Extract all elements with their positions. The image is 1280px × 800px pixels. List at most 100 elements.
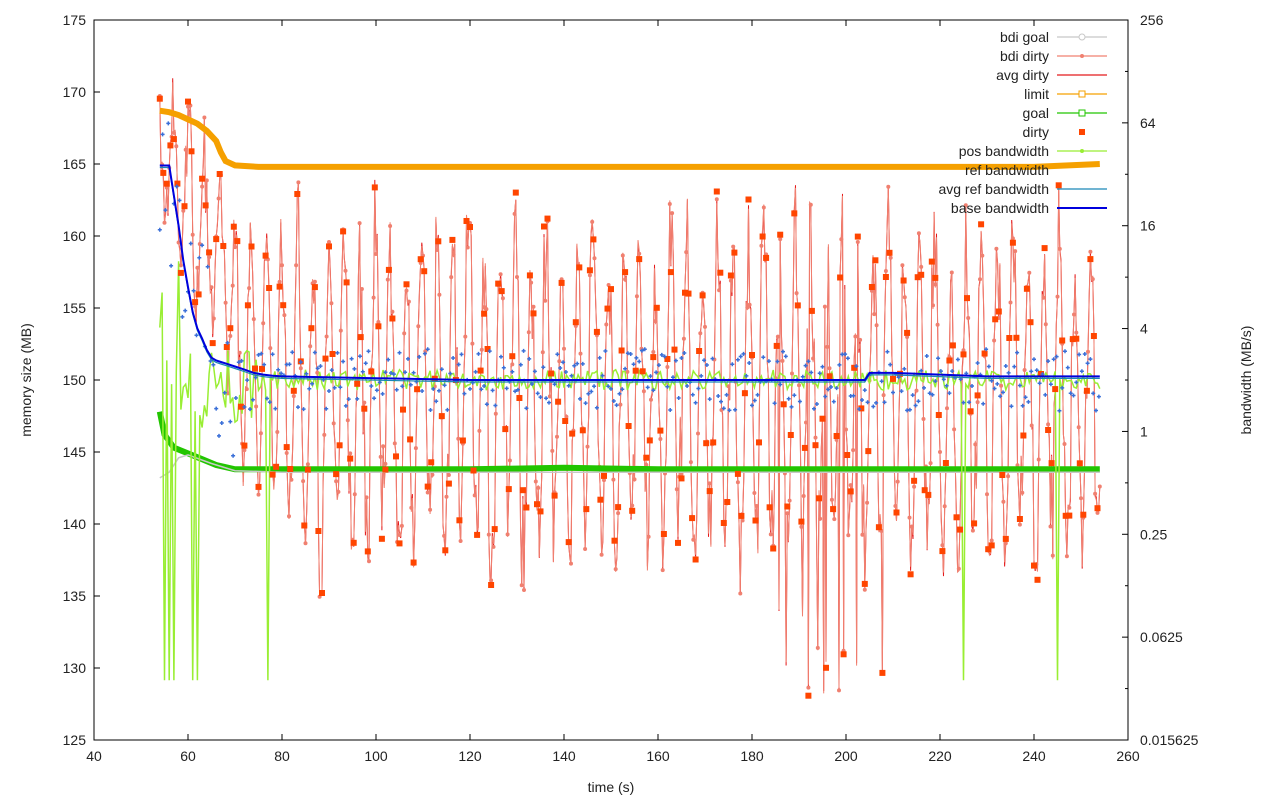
ref-bandwidth-point: [563, 370, 568, 374]
ref-bandwidth-point: [930, 392, 935, 397]
dirty-point: [865, 448, 872, 455]
bdi-dirty-point: [1062, 442, 1067, 446]
ref-bandwidth-point: [1006, 370, 1011, 375]
dirty-point: [230, 223, 237, 230]
dirty-point: [555, 398, 562, 405]
ref-bandwidth-point: [592, 384, 597, 389]
ref-bandwidth-point: [338, 385, 343, 390]
ref-bandwidth-point: [188, 241, 193, 246]
dirty-point: [741, 390, 748, 397]
dirty-point: [794, 302, 801, 309]
ref-bandwidth-point: [733, 407, 738, 412]
ref-bandwidth-point: [343, 403, 348, 408]
bdi-dirty-point: [486, 532, 491, 537]
ref-bandwidth-point: [992, 386, 997, 391]
ref-bandwidth-point: [386, 357, 391, 362]
dirty-point: [181, 203, 188, 210]
ref-bandwidth-point: [296, 405, 300, 410]
dirty-point: [660, 531, 667, 537]
dirty-point: [787, 432, 794, 438]
bdi-dirty-point: [907, 515, 912, 520]
bdi-dirty-point: [470, 341, 475, 346]
bdi-dirty-point: [409, 505, 414, 510]
ref-bandwidth-point: [642, 347, 647, 352]
dirty-point: [1013, 334, 1020, 341]
bdi-dirty-point: [209, 285, 214, 290]
ref-bandwidth-point: [665, 384, 670, 389]
bdi-dirty-point: [1074, 330, 1079, 335]
dirty-point: [1083, 387, 1090, 394]
ref-bandwidth-point: [169, 263, 174, 268]
bdi-dirty-point: [970, 528, 975, 533]
y-axis-label: memory size (MB): [18, 323, 34, 437]
bdi-dirty-point: [1022, 368, 1027, 372]
ref-bandwidth-point: [716, 394, 721, 398]
dirty-point: [467, 224, 473, 230]
dirty-point: [784, 503, 791, 510]
dirty-point: [780, 401, 787, 408]
ref-bandwidth-point: [750, 403, 754, 408]
bdi-dirty-point: [385, 277, 390, 282]
bdi-dirty-point: [985, 492, 989, 497]
legend-label: pos bandwidth: [959, 143, 1049, 159]
ref-bandwidth-point: [628, 352, 633, 356]
bdi-dirty-point: [345, 418, 350, 423]
bdi-dirty-point: [367, 559, 371, 564]
ref-bandwidth-point: [425, 347, 430, 352]
bdi-dirty-point: [691, 537, 696, 542]
dirty-point: [185, 98, 191, 105]
bdi-dirty-point: [338, 328, 343, 333]
bdi-dirty-point: [827, 366, 832, 371]
ref-bandwidth-point: [1029, 369, 1034, 374]
bdi-dirty-point: [193, 304, 198, 309]
bdi-dirty-point: [813, 435, 818, 440]
ref-bandwidth-point: [941, 377, 946, 382]
ref-bandwidth-point: [933, 379, 938, 384]
bdi-dirty-point: [498, 272, 503, 277]
dirty-point: [1087, 256, 1094, 263]
y-tick-label: 170: [63, 84, 87, 100]
bdi-dirty-point: [604, 322, 609, 327]
dirty-point: [608, 286, 614, 293]
dirty-point: [826, 373, 833, 380]
dirty-point: [682, 289, 688, 296]
ref-bandwidth-point: [727, 408, 732, 413]
dirty-point: [837, 274, 844, 281]
dirty-point: [1009, 239, 1016, 246]
ref-bandwidth-point: [803, 363, 808, 368]
ref-bandwidth-point: [735, 357, 740, 362]
ref-bandwidth-point: [761, 355, 766, 360]
dirty-point: [935, 412, 942, 418]
dirty-point: [382, 466, 389, 473]
ref-bandwidth-point: [843, 352, 848, 357]
bdi-dirty-point: [472, 493, 477, 498]
ref-bandwidth-point: [800, 374, 805, 379]
bdi-dirty-point: [599, 552, 604, 557]
dirty-point: [692, 556, 699, 563]
ref-bandwidth-point: [676, 396, 681, 400]
bdi-dirty-point: [376, 320, 381, 324]
ref-bandwidth-point: [637, 359, 642, 364]
ref-bandwidth-point: [634, 355, 639, 360]
dirty-point: [565, 539, 572, 546]
bdi-dirty-point: [301, 479, 306, 484]
dirty-point: [868, 284, 875, 290]
bdi-dirty-point: [512, 211, 517, 216]
bdi-dirty-point: [216, 196, 221, 201]
bdi-dirty-point: [564, 414, 569, 419]
bdi-dirty-point: [406, 299, 411, 304]
bdi-dirty-point: [728, 278, 733, 283]
bdi-dirty-point: [543, 298, 548, 303]
ref-bandwidth-point: [1046, 359, 1051, 364]
bdi-dirty-point: [966, 316, 971, 320]
dirty-point: [1073, 335, 1080, 342]
bdi-dirty-point: [759, 243, 764, 248]
ref-bandwidth-point: [899, 389, 904, 394]
bdi-dirty-point: [458, 539, 463, 543]
dirty-point: [237, 403, 244, 410]
dirty-point: [227, 325, 234, 332]
ref-bandwidth-point: [236, 360, 241, 365]
bdi-dirty-point: [886, 184, 891, 189]
bdi-dirty-point: [804, 420, 808, 425]
bdi-dirty-point: [413, 446, 418, 451]
